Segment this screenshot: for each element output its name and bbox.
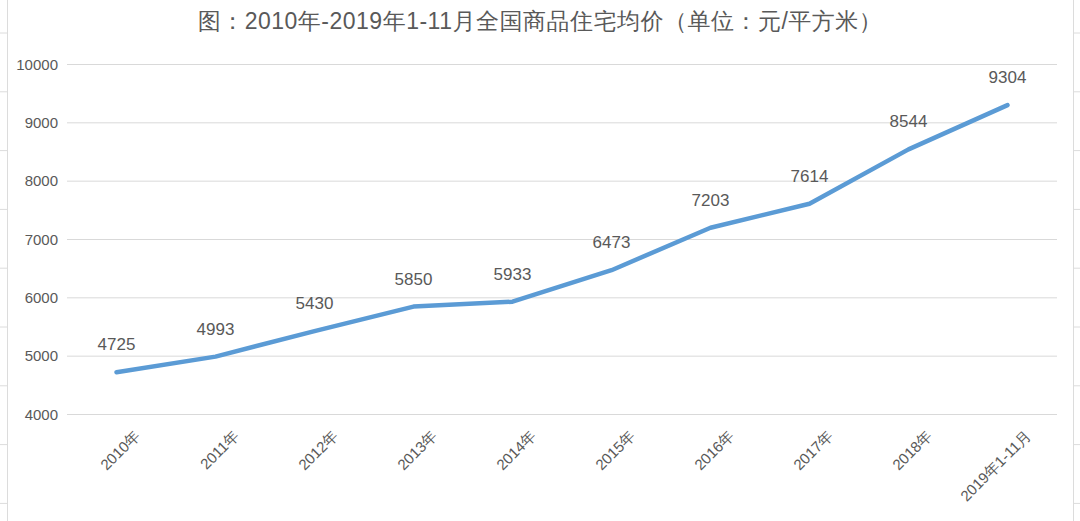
y-tick-label: 7000 — [0, 230, 58, 250]
y-tick-label: 5000 — [0, 346, 58, 366]
data-point-label: 5430 — [270, 295, 360, 313]
y-tick-label: 9000 — [0, 113, 58, 133]
y-tick-label: 4000 — [0, 405, 58, 425]
y-tick-label: 10000 — [0, 55, 58, 75]
data-point-label: 5850 — [369, 271, 459, 289]
housing-price-line-chart: 图：2010年-2019年1-11月全国商品住宅均价（单位：元/平方米） 400… — [0, 0, 1080, 521]
y-tick-label: 6000 — [0, 288, 58, 308]
data-point-label: 5933 — [468, 266, 558, 284]
data-point-label: 6473 — [567, 234, 657, 252]
data-point-label: 8544 — [864, 113, 954, 131]
y-tick-label: 8000 — [0, 171, 58, 191]
data-point-label: 4725 — [72, 336, 162, 354]
data-point-label: 4993 — [171, 321, 261, 339]
data-point-label: 9304 — [963, 69, 1053, 87]
data-point-label: 7614 — [765, 168, 855, 186]
data-point-label: 7203 — [666, 192, 756, 210]
